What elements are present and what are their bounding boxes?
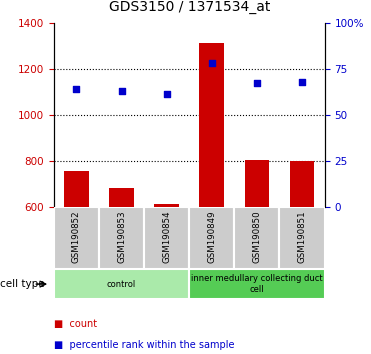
Point [254,80,260,86]
Text: GSM190852: GSM190852 [72,211,81,263]
Text: GSM190851: GSM190851 [298,211,306,263]
Point [73,86,79,91]
Bar [199,42,224,207]
Text: cell type: cell type [0,279,45,289]
Bar [279,207,325,269]
Text: inner medullary collecting duct
cell: inner medullary collecting duct cell [191,274,323,294]
Text: GSM190849: GSM190849 [207,211,216,263]
Bar [64,171,89,207]
Bar [154,204,179,207]
Bar [109,188,134,207]
Point [299,79,305,85]
Point [209,61,215,66]
Bar [244,160,269,207]
Bar [54,207,99,269]
Point [164,92,170,97]
Point [119,88,125,94]
Text: GDS3150 / 1371534_at: GDS3150 / 1371534_at [109,0,270,14]
Text: ■  percentile rank within the sample: ■ percentile rank within the sample [54,340,234,350]
Bar [99,207,144,269]
Text: GSM190854: GSM190854 [162,211,171,263]
Bar [234,207,279,269]
Bar [189,207,234,269]
Text: ■  count: ■ count [54,319,97,329]
Text: control: control [107,280,136,289]
Text: GSM190850: GSM190850 [252,211,262,263]
Bar [54,269,189,299]
Bar [144,207,189,269]
Bar [290,161,315,207]
Text: GSM190853: GSM190853 [117,211,126,263]
Bar [189,269,325,299]
